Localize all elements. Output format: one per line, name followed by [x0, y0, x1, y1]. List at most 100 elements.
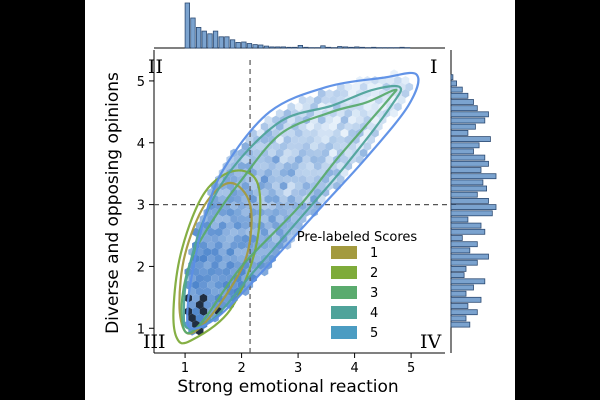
- hexbin-cell: [195, 300, 204, 310]
- marginal-y-bar: [450, 117, 486, 124]
- hexbin-cell: [195, 313, 204, 323]
- hexbin-cell: [363, 102, 372, 112]
- hexbin-cell: [260, 135, 269, 145]
- hexbin-cell: [310, 181, 318, 191]
- hexbin-cell: [218, 274, 227, 283]
- hexbin-cell: [226, 287, 234, 296]
- hexbin-cell: [215, 254, 223, 263]
- hexbin-cell: [211, 274, 219, 283]
- hexbin-cell: [298, 161, 307, 171]
- marginal-x-bar: [196, 26, 202, 49]
- marginal-x-bar: [190, 17, 196, 49]
- hexbin-cell: [336, 175, 345, 184]
- legend-items: 1 2 3 4 5: [331, 246, 378, 341]
- hexbin-cell: [218, 247, 227, 257]
- hexbin-cell: [329, 95, 337, 105]
- hexbin-cell: [211, 260, 219, 270]
- hexbin-cell: [405, 82, 414, 92]
- marginal-x-bar: [207, 33, 213, 49]
- hexbin-cell: [253, 148, 261, 158]
- x-tick-label: 5: [407, 361, 415, 376]
- hexbin-cell: [234, 155, 242, 164]
- hexbin-cell: [306, 175, 314, 184]
- hexbin-cell: [226, 208, 234, 217]
- y-axis-label: Diverse and opposing opinions: [103, 72, 123, 334]
- hexbin-cell: [260, 122, 269, 131]
- hexbin-cell: [230, 175, 238, 184]
- hexbin-cell: [298, 95, 307, 105]
- hexbin-cell: [260, 227, 269, 237]
- hexbin-cell: [260, 188, 269, 197]
- hexbin-cell: [268, 214, 276, 224]
- marginal-y-bar: [450, 86, 463, 93]
- hexbin-cell: [211, 247, 219, 257]
- marginal-y-bar: [450, 111, 489, 118]
- hexbin-cell: [256, 168, 265, 178]
- hexbin-cell: [226, 234, 234, 244]
- hexbin-cell: [253, 161, 261, 171]
- hexbin-cell: [268, 254, 276, 263]
- hexbin-cell: [188, 313, 196, 323]
- marginal-y-bar: [450, 296, 482, 303]
- y-tick-label: 2: [137, 260, 145, 275]
- hexbin-cell: [272, 155, 280, 164]
- marginal-x-bar: [325, 46, 332, 49]
- marginal-x-bar: [246, 43, 253, 49]
- hexbin-cell: [283, 109, 292, 118]
- hexbin-cell: [268, 161, 276, 171]
- hexbin-cell: [226, 260, 234, 270]
- hexbin-cell: [298, 148, 307, 158]
- marginal-x-bar: [286, 46, 292, 49]
- hexbin-cell: [207, 280, 215, 290]
- marginal-x-bar: [399, 46, 405, 49]
- kde-contour-score-1: [178, 181, 253, 335]
- hexbin-cell: [203, 260, 212, 270]
- hexbin-cell: [302, 168, 311, 178]
- hexbin-cell: [222, 254, 231, 263]
- legend-swatch-score-4: [331, 306, 357, 319]
- hexbin-cell: [260, 175, 269, 184]
- hexbin-cell: [199, 254, 208, 263]
- hexbin-cell: [272, 181, 280, 191]
- marginal-y-bar: [450, 99, 474, 105]
- hexbin-cell: [264, 208, 273, 217]
- hexbin-cell: [268, 175, 276, 184]
- marginal-x-bar: [303, 46, 309, 49]
- marginal-y-bar: [450, 303, 469, 309]
- hexbin-cell: [310, 128, 318, 138]
- hexbin-cell: [192, 307, 200, 316]
- quadrant-label-III: III: [143, 331, 166, 353]
- axis-ticks: 1 2 3 4 5 1 2 3 4 5: [137, 75, 416, 376]
- hexbin-cell: [314, 161, 322, 171]
- marginal-x-bar: [218, 36, 224, 49]
- hexbin-cell: [283, 161, 292, 171]
- marginal-x-bar: [371, 46, 377, 49]
- hexbin-cell: [195, 274, 204, 283]
- marginal-y-bar: [450, 284, 474, 291]
- hexbin-cell: [203, 247, 212, 257]
- hexbin-cell: [203, 300, 212, 310]
- joint-plot: 1 2 3 4 5 1 2 3 4 5 II I III IV Strong emotional …: [103, 2, 497, 397]
- hexbin-cell: [340, 89, 349, 98]
- marginal-x-bar: [263, 45, 270, 49]
- hexbin-cell: [295, 155, 303, 164]
- hexbin-cell: [230, 241, 238, 250]
- hexbin-cell: [295, 102, 303, 112]
- hexbin-cell: [241, 208, 250, 217]
- marginal-y-bar: [450, 272, 465, 279]
- x-tick-label: 1: [181, 361, 189, 376]
- hexbin-cell: [249, 181, 257, 191]
- chart-panel: 1 2 3 4 5 1 2 3 4 5 II I III IV Strong emotional …: [85, 0, 515, 400]
- hexbin-cell: [249, 194, 257, 204]
- hexbin-cell: [272, 194, 280, 204]
- marginal-x-bar: [297, 45, 304, 49]
- hexbin-cell: [237, 227, 246, 237]
- hexbin-cell: [283, 175, 292, 184]
- hexbin-cell: [211, 234, 219, 244]
- hexbin-cell: [192, 280, 200, 290]
- hexbin-cell: [207, 227, 215, 237]
- hexbin-cell: [226, 221, 234, 230]
- hexbin-cell: [279, 168, 288, 178]
- hexbin-cell: [306, 161, 314, 171]
- hexbin-cell: [367, 135, 375, 145]
